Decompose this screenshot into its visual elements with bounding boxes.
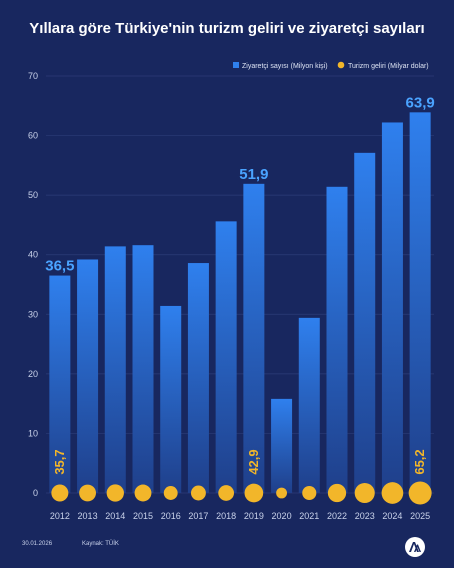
y-axis-ticks: 0 10 20 30 40 50 60 70	[28, 71, 38, 498]
revenue-bubble	[244, 483, 264, 503]
legend-swatch-revenue	[337, 61, 345, 69]
x-tick-label: 2014	[105, 511, 125, 521]
y-tick-label: 50	[28, 190, 38, 200]
y-tick-label: 20	[28, 369, 38, 379]
x-tick-label: 2012	[50, 511, 70, 521]
revenue-bubble	[218, 485, 235, 501]
x-tick-label: 2016	[161, 511, 181, 521]
footer-source: Kaynak: TÜİK	[82, 541, 119, 547]
visitor-value-label: 36,5	[45, 258, 74, 275]
grid-lines	[46, 75, 434, 494]
x-tick-label: 2019	[244, 511, 264, 521]
y-tick-label: 70	[28, 71, 38, 81]
visitor-bar	[160, 305, 182, 493]
visitor-bar	[77, 259, 99, 493]
revenue-bubbles	[51, 481, 432, 505]
x-tick-label: 2015	[133, 511, 153, 521]
visitor-bar	[215, 221, 237, 493]
legend: Ziyaretçi sayısı (Milyon kişi) Turizm gel…	[233, 61, 429, 70]
revenue-bubble	[163, 486, 178, 500]
y-tick-label: 60	[28, 131, 38, 141]
revenue-value-label: 65,2	[412, 449, 427, 474]
visitor-bar	[104, 246, 126, 493]
visitor-bar	[298, 317, 320, 493]
visitor-bar	[326, 186, 348, 493]
revenue-bubble	[327, 483, 347, 503]
revenue-bubble	[106, 484, 124, 502]
y-tick-label: 40	[28, 250, 38, 260]
footer-date: 30.01.2026	[22, 541, 53, 547]
x-tick-label: 2013	[78, 511, 98, 521]
legend-swatch-visitors	[233, 62, 239, 68]
x-tick-label: 2022	[327, 511, 347, 521]
x-tick-label: 2021	[299, 511, 319, 521]
revenue-bubble	[51, 484, 69, 502]
revenue-bubble	[302, 485, 317, 501]
revenue-bubble	[79, 484, 96, 502]
y-tick-label: 0	[33, 488, 38, 498]
y-tick-label: 10	[28, 428, 38, 438]
x-tick-label: 2023	[355, 511, 375, 521]
visitor-bar	[132, 245, 154, 493]
revenue-bubble	[276, 487, 287, 499]
x-tick-label: 2018	[216, 511, 236, 521]
revenue-value-label: 42,9	[246, 449, 261, 474]
revenue-bubble	[381, 482, 404, 504]
bars	[49, 112, 431, 494]
revenue-bubble	[134, 484, 152, 502]
x-tick-label: 2024	[382, 511, 402, 521]
legend-label-visitors: Ziyaretçi sayısı (Milyon kişi)	[242, 63, 328, 70]
y-tick-label: 30	[28, 309, 38, 319]
visitor-bar	[187, 263, 209, 493]
x-tick-label: 2017	[188, 511, 208, 521]
data-labels: 36,5 51,9 63,9 35,7 42,9 65,2	[45, 94, 434, 474]
visitor-bar	[409, 112, 431, 494]
visitor-bar	[271, 398, 293, 493]
visitor-value-label: 63,9	[406, 94, 435, 111]
visitor-value-label: 51,9	[239, 166, 268, 183]
aa-logo	[405, 537, 425, 557]
visitor-bar	[243, 183, 265, 493]
legend-label-revenue: Turizm geliri (Milyar dolar)	[348, 63, 429, 70]
chart-title: Yıllara göre Türkiye'nin turizm geliri v…	[29, 20, 425, 37]
revenue-bubble	[354, 482, 375, 504]
x-tick-label: 2020	[272, 511, 292, 521]
x-axis-ticks: 2012 2013 2014 2015 2016 2017 2018 2019 2020 2021…	[50, 511, 430, 521]
visitor-bar	[49, 275, 71, 493]
visitor-bar	[381, 122, 403, 494]
visitor-bar	[354, 152, 376, 493]
revenue-value-label: 35,7	[52, 449, 67, 474]
x-tick-label: 2025	[410, 511, 430, 521]
revenue-bubble	[408, 481, 432, 505]
revenue-bubble	[190, 485, 206, 501]
